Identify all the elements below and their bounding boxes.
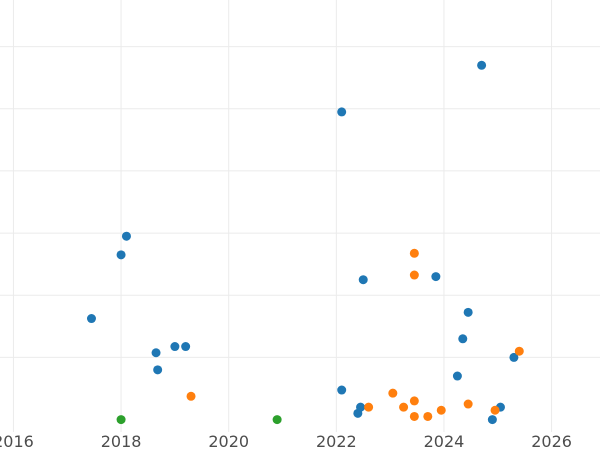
data-point-series-2 — [463, 399, 473, 409]
data-point-series-2 — [409, 248, 419, 258]
data-point-series-2 — [490, 405, 500, 415]
data-point-series-3 — [116, 415, 126, 425]
data-point-series-1 — [431, 272, 441, 282]
data-point-series-2 — [388, 388, 398, 398]
data-point-series-2 — [399, 402, 409, 412]
data-point-series-1 — [170, 342, 180, 352]
data-point-series-1 — [151, 348, 161, 358]
data-point-series-1 — [181, 342, 191, 352]
data-point-series-1 — [356, 402, 366, 412]
data-point-series-1 — [463, 307, 473, 317]
data-point-series-2 — [186, 391, 196, 401]
x-tick-label: 2016 — [0, 432, 34, 450]
data-point-series-1 — [121, 231, 131, 241]
data-point-series-2 — [409, 270, 419, 280]
data-point-series-2 — [514, 346, 524, 356]
x-tick-label: 2020 — [208, 432, 249, 450]
data-point-series-2 — [409, 411, 419, 421]
data-points — [86, 60, 524, 425]
data-point-series-2 — [364, 402, 374, 412]
x-tick-label: 2022 — [316, 432, 357, 450]
data-point-series-1 — [358, 275, 368, 285]
grid — [0, 0, 600, 432]
x-tick-label: 2026 — [531, 432, 572, 450]
data-point-series-1 — [487, 415, 497, 425]
x-tick-label: 2024 — [424, 432, 465, 450]
data-point-series-2 — [409, 396, 419, 406]
data-point-series-2 — [436, 405, 446, 415]
x-tick-label: 2018 — [101, 432, 142, 450]
data-point-series-1 — [86, 314, 96, 324]
data-point-series-1 — [153, 365, 163, 375]
data-point-series-1 — [337, 107, 347, 117]
data-point-series-3 — [272, 415, 282, 425]
x-axis-tick-labels: 2016 2018 2020 2022 2024 2026 — [0, 432, 572, 450]
data-point-series-1 — [477, 60, 487, 70]
data-point-series-2 — [423, 411, 433, 421]
data-point-series-1 — [116, 250, 126, 260]
data-point-series-1 — [509, 352, 519, 362]
data-point-series-1 — [458, 334, 468, 344]
data-point-series-1 — [452, 371, 462, 381]
data-point-series-1 — [337, 385, 347, 395]
